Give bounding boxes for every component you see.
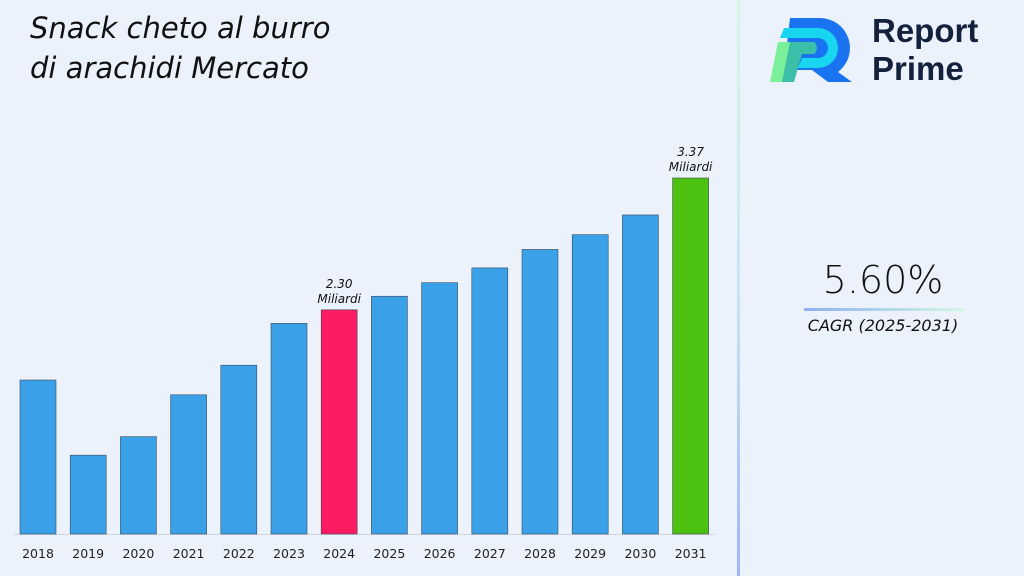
cagr-underline (804, 308, 964, 311)
data-label-value: 3.37 (677, 145, 704, 159)
cagr-value: 5.60% (822, 258, 944, 302)
bar-2029 (571, 234, 609, 535)
x-tick-label: 2027 (474, 546, 506, 561)
bar-2028 (521, 249, 559, 535)
divider (737, 0, 740, 576)
title-line-2: di arachidi Mercato (30, 51, 309, 85)
bar-2027 (471, 267, 509, 535)
x-tick-label: 2023 (273, 546, 305, 561)
brand-name: Report Prime (872, 12, 978, 88)
bar-2030 (622, 214, 659, 535)
x-tick-label: 2026 (424, 546, 456, 561)
x-tick-label: 2030 (624, 546, 656, 561)
bar-2026 (421, 282, 458, 535)
x-tick-label: 2018 (22, 546, 54, 561)
bar-chart: 2018 2019 2020 2021 2022 2023 20242.30Miliardi… (14, 145, 715, 561)
bar-2018 (19, 379, 57, 535)
bar-2031 (672, 177, 709, 535)
x-tick-label: 2028 (524, 546, 556, 561)
bar-2024 (320, 309, 358, 535)
bar-2023 (270, 323, 308, 535)
x-tick-label: 2025 (373, 546, 405, 561)
bar-2019 (69, 454, 107, 535)
bar-2022 (220, 364, 258, 535)
chart-title: Snack cheto al burro di arachidi Mercato (30, 8, 330, 88)
bar-2025 (371, 295, 408, 535)
bar-2021 (170, 394, 207, 535)
data-label-value: 2.30 (326, 277, 353, 291)
cagr-label: CAGR (2025-2031) (807, 316, 959, 335)
x-tick-label: 2021 (173, 546, 205, 561)
x-tick-label: 2029 (574, 546, 606, 561)
brand-line-2: Prime (872, 50, 964, 87)
bar-2020 (120, 436, 157, 535)
x-tick-label: 2031 (675, 546, 707, 561)
data-label-unit: Miliardi (317, 292, 361, 306)
x-tick-label: 2020 (122, 546, 154, 561)
x-tick-label: 2022 (223, 546, 255, 561)
brand-line-1: Report (872, 12, 979, 49)
title-line-1: Snack cheto al burro (30, 11, 331, 45)
report-prime-logo-icon (770, 18, 852, 82)
x-tick-label: 2019 (72, 546, 104, 561)
x-tick-label: 2024 (323, 546, 355, 561)
data-label-unit: Miliardi (669, 160, 713, 174)
